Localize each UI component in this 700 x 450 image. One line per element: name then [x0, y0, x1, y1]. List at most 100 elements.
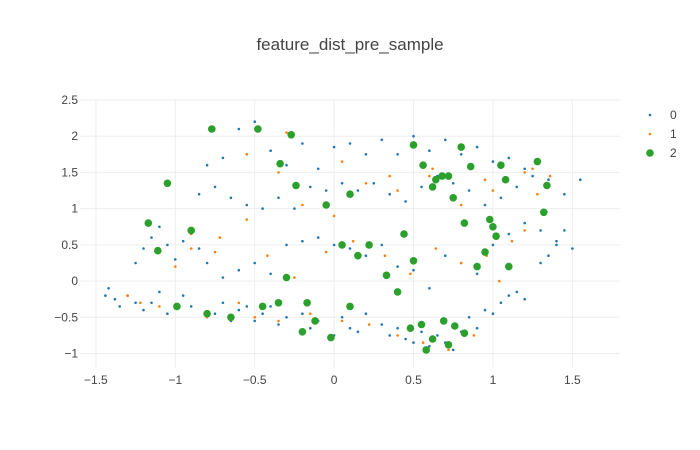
y-tick-label: 1: [71, 202, 78, 216]
data-point: [197, 192, 201, 196]
data-point: [507, 156, 511, 160]
data-point: [571, 247, 574, 250]
y-tick-label: −0.5: [54, 310, 78, 324]
data-point: [372, 182, 376, 185]
data-point: [396, 334, 399, 337]
data-point: [492, 232, 500, 240]
data-point: [227, 313, 235, 322]
data-point: [434, 247, 438, 250]
data-point: [316, 236, 320, 239]
y-tick-label: 2: [71, 129, 78, 143]
data-point: [340, 316, 344, 319]
data-point: [444, 341, 453, 349]
data-point: [548, 174, 552, 178]
data-point: [301, 312, 304, 316]
x-tick-label: 0.5: [405, 373, 422, 387]
legend[interactable]: 0 1 2: [646, 108, 677, 160]
data-point: [324, 189, 328, 192]
data-point: [523, 221, 526, 225]
data-point: [539, 229, 542, 232]
legend-marker: [648, 132, 652, 136]
data-point: [543, 181, 551, 190]
data-point: [431, 167, 434, 171]
data-point: [483, 178, 487, 181]
data-point: [254, 125, 262, 133]
data-point: [483, 308, 487, 312]
data-point: [126, 294, 129, 297]
data-point: [340, 182, 344, 185]
y-tick-label: 0: [71, 274, 78, 288]
data-point: [356, 189, 360, 192]
data-point: [364, 182, 368, 185]
data-point: [439, 317, 448, 325]
data-point: [444, 172, 453, 180]
data-point: [197, 247, 201, 250]
x-tick-label: 1: [490, 373, 497, 387]
y-tick-label: 2.5: [61, 93, 78, 107]
data-point: [380, 243, 384, 247]
series-2: [144, 125, 551, 354]
data-point: [428, 183, 437, 191]
data-point: [481, 248, 489, 256]
data-point: [311, 317, 319, 325]
data-point: [409, 257, 418, 265]
data-point: [428, 345, 431, 348]
data-point: [523, 167, 526, 171]
data-point: [540, 208, 548, 217]
data-point: [332, 243, 336, 247]
data-point: [173, 302, 181, 311]
data-point: [293, 207, 296, 210]
legend-item-2[interactable]: 2: [646, 146, 677, 160]
data-point: [322, 201, 331, 209]
data-point: [221, 276, 225, 279]
data-point: [515, 185, 519, 189]
data-point: [356, 330, 360, 334]
legend-marker: [646, 149, 654, 157]
data-point: [383, 254, 387, 257]
data-point: [354, 251, 362, 260]
data-point: [475, 145, 479, 149]
data-point: [301, 239, 304, 243]
data-point: [163, 179, 172, 188]
data-point: [229, 196, 233, 200]
data-point: [432, 175, 440, 184]
data-point: [346, 190, 354, 198]
data-point: [428, 149, 431, 152]
data-point: [412, 134, 415, 138]
x-tick-label: 0: [331, 373, 338, 387]
data-point: [364, 153, 368, 156]
plot-area: [104, 120, 582, 354]
data-point: [404, 337, 407, 341]
data-point: [253, 319, 256, 323]
data-point: [396, 326, 399, 330]
data-point: [292, 181, 300, 190]
data-point: [282, 273, 291, 282]
legend-label: 0: [670, 108, 677, 122]
y-tick-label: 1.5: [61, 165, 78, 179]
data-point: [412, 341, 415, 344]
data-point: [396, 189, 399, 192]
data-point: [382, 271, 391, 280]
data-point: [245, 218, 249, 221]
data-point: [166, 312, 169, 316]
data-point: [563, 192, 566, 196]
data-point: [139, 301, 142, 305]
data-point: [507, 232, 511, 236]
data-point: [388, 174, 392, 178]
legend-item-1[interactable]: 1: [648, 127, 677, 141]
data-point: [189, 247, 193, 250]
data-point: [332, 214, 336, 218]
data-point: [166, 243, 169, 247]
data-point: [213, 250, 217, 254]
legend-item-0[interactable]: 0: [648, 108, 677, 122]
data-point: [539, 261, 542, 265]
data-point: [365, 241, 373, 249]
data-point: [261, 207, 264, 210]
data-point: [274, 299, 283, 307]
data-point: [388, 192, 392, 196]
data-point: [134, 301, 137, 305]
data-point: [154, 246, 162, 255]
x-tick-label: 1.5: [564, 373, 581, 387]
data-point: [388, 334, 392, 337]
